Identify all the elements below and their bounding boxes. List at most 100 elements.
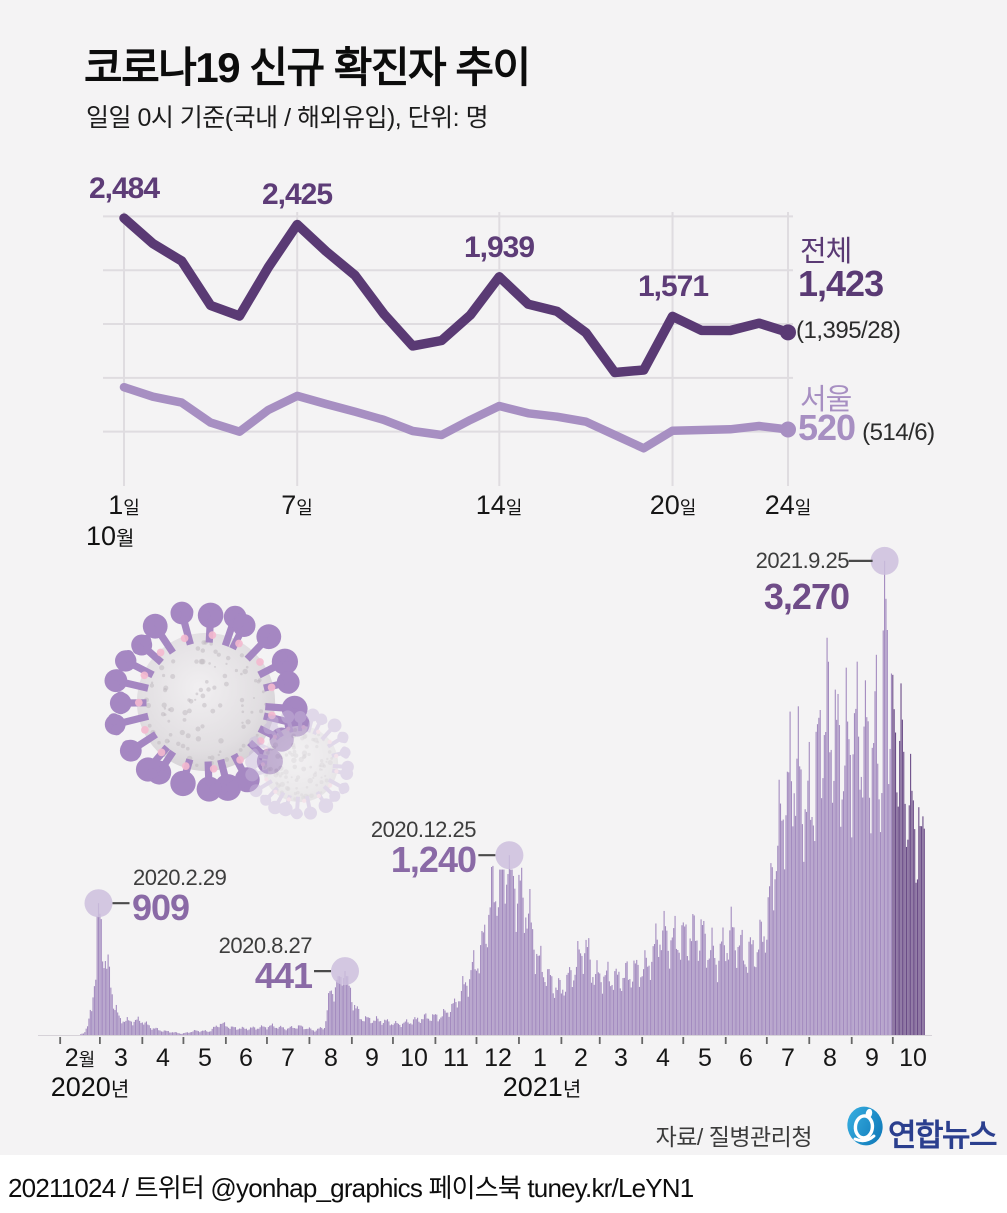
daily-bar — [108, 966, 111, 1035]
daily-bar — [756, 952, 758, 1035]
daily-bar — [637, 964, 639, 1035]
daily-bar — [460, 990, 462, 1035]
daily-bar — [841, 799, 843, 1035]
daily-bar — [418, 1021, 420, 1035]
daily-bar — [118, 1015, 120, 1035]
daily-bar — [391, 1024, 393, 1035]
daily-bar — [229, 1028, 231, 1035]
daily-bar — [619, 988, 621, 1035]
daily-bar — [793, 793, 795, 1035]
daily-bar — [636, 959, 638, 1035]
daily-bar — [303, 1029, 305, 1035]
daily-bar — [868, 797, 871, 1035]
daily-bar — [176, 1032, 178, 1035]
daily-bar — [622, 978, 624, 1035]
daily-bar — [742, 960, 745, 1035]
daily-bar — [816, 724, 819, 1035]
daily-bar — [277, 1028, 279, 1035]
daily-bar — [577, 941, 579, 1035]
daily-bar — [273, 1026, 275, 1035]
daily-bar — [532, 929, 534, 1035]
daily-bar — [655, 923, 657, 1035]
daily-bar — [343, 978, 345, 1035]
daily-bar — [185, 1032, 187, 1035]
daily-bar — [496, 915, 498, 1035]
daily-bar — [473, 950, 475, 1035]
daily-bar — [362, 1020, 364, 1035]
daily-bar — [422, 1019, 424, 1035]
daily-bar — [770, 863, 772, 1035]
daily-bar — [681, 925, 683, 1035]
daily-bar — [753, 966, 756, 1035]
daily-bar — [830, 749, 832, 1035]
daily-bar — [593, 984, 595, 1035]
daily-bar — [597, 972, 599, 1035]
daily-bar — [239, 1028, 241, 1035]
daily-bar — [412, 1019, 415, 1035]
daily-bar — [415, 1019, 417, 1035]
daily-bar — [333, 1001, 335, 1035]
daily-bar — [564, 991, 567, 1035]
daily-bar — [203, 1030, 205, 1035]
daily-bar — [125, 1020, 127, 1035]
daily-bar — [233, 1027, 235, 1035]
daily-bar — [167, 1031, 169, 1035]
daily-bar — [352, 1010, 354, 1035]
bar-chart-bars — [80, 560, 925, 1036]
annotation-circle — [495, 841, 524, 870]
daily-bar — [373, 1020, 375, 1035]
daily-bar — [286, 1028, 289, 1035]
daily-bar — [788, 772, 790, 1035]
daily-bar — [667, 950, 669, 1035]
daily-bar — [226, 1026, 228, 1035]
daily-bar — [451, 1003, 453, 1035]
daily-bar — [721, 941, 723, 1035]
daily-bar — [527, 913, 530, 1035]
daily-bar — [249, 1027, 252, 1035]
daily-bar — [512, 875, 515, 1035]
daily-bar — [862, 797, 864, 1035]
daily-bar — [734, 950, 736, 1035]
daily-bar — [130, 1021, 132, 1035]
daily-bar — [633, 960, 635, 1035]
daily-bar — [569, 967, 571, 1035]
daily-bar — [525, 917, 527, 1035]
daily-bar — [344, 971, 346, 1035]
daily-bar — [354, 1005, 356, 1035]
daily-bar — [908, 805, 910, 1035]
daily-bar — [836, 719, 838, 1035]
daily-bar — [315, 1030, 317, 1035]
daily-bar — [355, 1008, 357, 1035]
daily-bar — [454, 998, 456, 1035]
daily-bar — [370, 1023, 372, 1035]
daily-bar — [840, 826, 842, 1035]
daily-bar — [392, 1025, 394, 1035]
daily-bar — [755, 967, 757, 1035]
daily-bar — [423, 1014, 425, 1035]
daily-bar — [244, 1028, 246, 1035]
daily-bar — [255, 1029, 257, 1035]
daily-bar — [563, 995, 565, 1035]
daily-bar — [641, 976, 643, 1035]
line-chart-series — [119, 213, 797, 453]
daily-bar — [608, 981, 610, 1035]
daily-bar — [536, 953, 538, 1035]
daily-bar — [139, 1020, 141, 1035]
daily-bar — [182, 1033, 184, 1035]
daily-bar — [629, 979, 631, 1035]
daily-bar — [159, 1030, 161, 1035]
daily-bar — [414, 1017, 416, 1035]
daily-bar — [733, 927, 735, 1035]
daily-bar — [904, 803, 906, 1035]
daily-bar — [829, 752, 831, 1035]
daily-bar — [781, 820, 783, 1035]
daily-bar — [801, 824, 803, 1035]
daily-bar — [848, 739, 850, 1035]
daily-bar — [304, 1029, 306, 1035]
daily-bar — [625, 962, 627, 1035]
daily-bar — [282, 1027, 284, 1035]
daily-bar — [263, 1026, 265, 1035]
daily-bar — [429, 1020, 431, 1035]
daily-bar — [696, 940, 698, 1035]
daily-bar — [95, 979, 97, 1035]
